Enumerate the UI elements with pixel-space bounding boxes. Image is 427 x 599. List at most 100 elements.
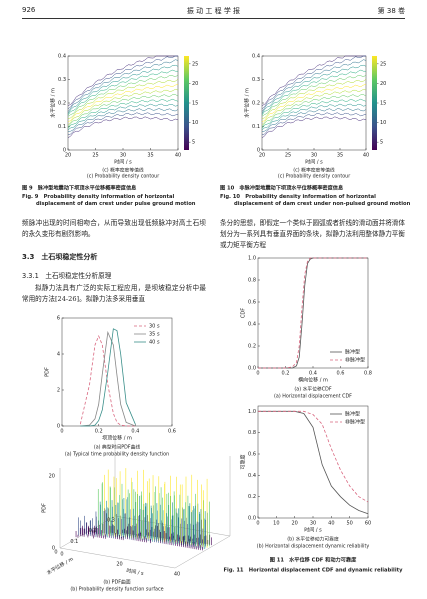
legend-label: 非脉冲型 <box>345 419 365 426</box>
x-tick-label: 0.1 <box>70 539 78 545</box>
x-tick-label: 60 <box>365 521 371 527</box>
x-tick-label: 0 <box>256 521 259 527</box>
x-tick-label: 0.3 <box>107 518 115 524</box>
axis-line <box>59 547 176 569</box>
data-line <box>80 330 136 427</box>
y-tick-label: 20 <box>116 562 122 568</box>
x-tick-label: 25 <box>92 153 98 159</box>
paragraph: 拟静力法具有广泛的实际工程应用，是坝坡稳定分析中最常用的方法[24-26]。拟静… <box>22 284 206 303</box>
y-tick-label: 6 <box>57 316 60 322</box>
contour-line <box>261 64 367 114</box>
colorbar-tick-label: 15 <box>192 101 198 107</box>
colorbar-tick-label: 20 <box>380 81 386 87</box>
x-axis-label: 水平位移 / m <box>45 555 74 576</box>
z-axis-label: PDF <box>42 503 48 513</box>
contour-line <box>261 94 367 128</box>
colorbar-tick-label: 25 <box>380 61 386 67</box>
y-tick-label: 0.2 <box>248 344 256 350</box>
colorbar-tick-label: 5 <box>380 140 383 146</box>
y-axis-label: PDF <box>45 367 51 377</box>
contour-line <box>67 55 178 106</box>
figure-caption: Fig. 10 Probability density information … <box>220 194 411 207</box>
y-tick-label: 0.4 <box>252 54 260 60</box>
contour-line <box>261 55 366 106</box>
colorbar-tick-label: 10 <box>380 120 386 126</box>
y-tick-label: 0.4 <box>58 54 66 60</box>
y-tick-label: 40 <box>174 572 180 578</box>
x-tick-label: 0.4 <box>131 429 139 435</box>
x-tick-label: 20 <box>291 521 297 527</box>
y-tick-label: 0.4 <box>248 322 256 328</box>
x-tick-label: 0.6 <box>168 429 176 435</box>
colorbar <box>184 56 189 150</box>
x-tick-label: 40 <box>328 521 334 527</box>
z-tick-label: 20 <box>49 474 55 480</box>
y-tick-label: 1.0 <box>248 256 256 262</box>
contour-line <box>261 79 367 119</box>
figure-caption: Fig. 9 Probability density information o… <box>22 194 196 207</box>
y-tick-label: 0.2 <box>248 494 256 500</box>
contour-line <box>67 69 178 116</box>
legend-label: 40 s <box>149 340 160 346</box>
contour-line <box>261 98 367 129</box>
subfigure-label: (c) Probability density contour <box>278 174 350 180</box>
x-axis-label: 时间 / s <box>304 527 322 534</box>
x-tick-label: 30 <box>120 153 126 159</box>
colorbar-tick-label: 25 <box>192 61 198 67</box>
z-tick-label: 0 <box>52 546 55 552</box>
contour-line <box>261 103 367 130</box>
subfigure-label: (b) 水平位移动力可靠度 <box>287 536 339 543</box>
subfigure-label: (a) 水平位移CDF <box>294 386 331 393</box>
contour-line <box>261 112 367 135</box>
y-tick-label: 0.0 <box>248 366 256 372</box>
subfigure-label: (b) PDF曲面 <box>103 579 130 586</box>
y-tick-label: 4 <box>57 352 60 358</box>
journal-name: 振 动 工 程 学 报 <box>186 7 241 15</box>
contour-line <box>261 69 366 116</box>
legend-label: 脉冲型 <box>345 411 360 418</box>
volume: 第 38 卷 <box>377 7 405 15</box>
subsection-heading: 3.3.1 土石坝稳定性分析原理 <box>22 272 112 280</box>
contour-line <box>261 84 367 123</box>
subfigure-label: (a) Typical time probability density fun… <box>65 452 169 458</box>
y-axis-label: 水平位移 / m <box>50 88 57 118</box>
x-tick-label: 0 <box>256 371 259 377</box>
y-tick-label: 0.3 <box>252 77 260 83</box>
y-tick-label: 0.6 <box>248 452 256 458</box>
subfigure-label: (b) Probability density function surface <box>70 587 163 593</box>
contour-line <box>261 116 367 139</box>
y-tick-label: 0.1 <box>252 124 260 130</box>
contour-line <box>261 55 366 110</box>
x-tick-label: 20 <box>259 153 265 159</box>
x-tick-label: 10 <box>273 521 279 527</box>
y-axis-label: CDF <box>241 308 247 318</box>
contour-line <box>67 116 179 139</box>
contour-line <box>67 84 179 123</box>
colorbar-tick-label: 15 <box>380 101 386 107</box>
y-tick-label: 0.4 <box>248 473 256 479</box>
contour-line <box>67 112 179 135</box>
x-tick-label: 0.8 <box>364 371 372 377</box>
y-tick-label: 0.1 <box>58 124 66 130</box>
y-tick-label: 1.0 <box>248 409 256 415</box>
y-tick-label: 0.8 <box>248 430 256 436</box>
plot-frame <box>61 317 173 427</box>
x-tick-label: 40 <box>175 153 181 159</box>
contour-line <box>261 108 367 132</box>
data-line <box>258 410 369 515</box>
y-axis-label: 时间 / s <box>126 567 145 577</box>
contour-line <box>67 55 178 110</box>
section-heading: 3.3 土石坝稳定性分析 <box>22 253 98 261</box>
x-tick-label: 50 <box>346 521 352 527</box>
contour-line <box>67 103 179 131</box>
x-tick-label: 0 <box>54 550 57 556</box>
figure-caption: 图 11 水平位移 CDF 和动力可靠度 <box>270 556 357 564</box>
subfigure-label: (c) Probability density contour <box>87 174 159 180</box>
subfigure-label: (a) Horizontal displacement CDF <box>274 394 352 400</box>
y-tick-label: 0.0 <box>248 516 256 522</box>
contour-line <box>261 89 367 126</box>
x-tick-label: 0 <box>60 429 63 435</box>
y-axis-label: 可靠度 <box>240 454 247 469</box>
